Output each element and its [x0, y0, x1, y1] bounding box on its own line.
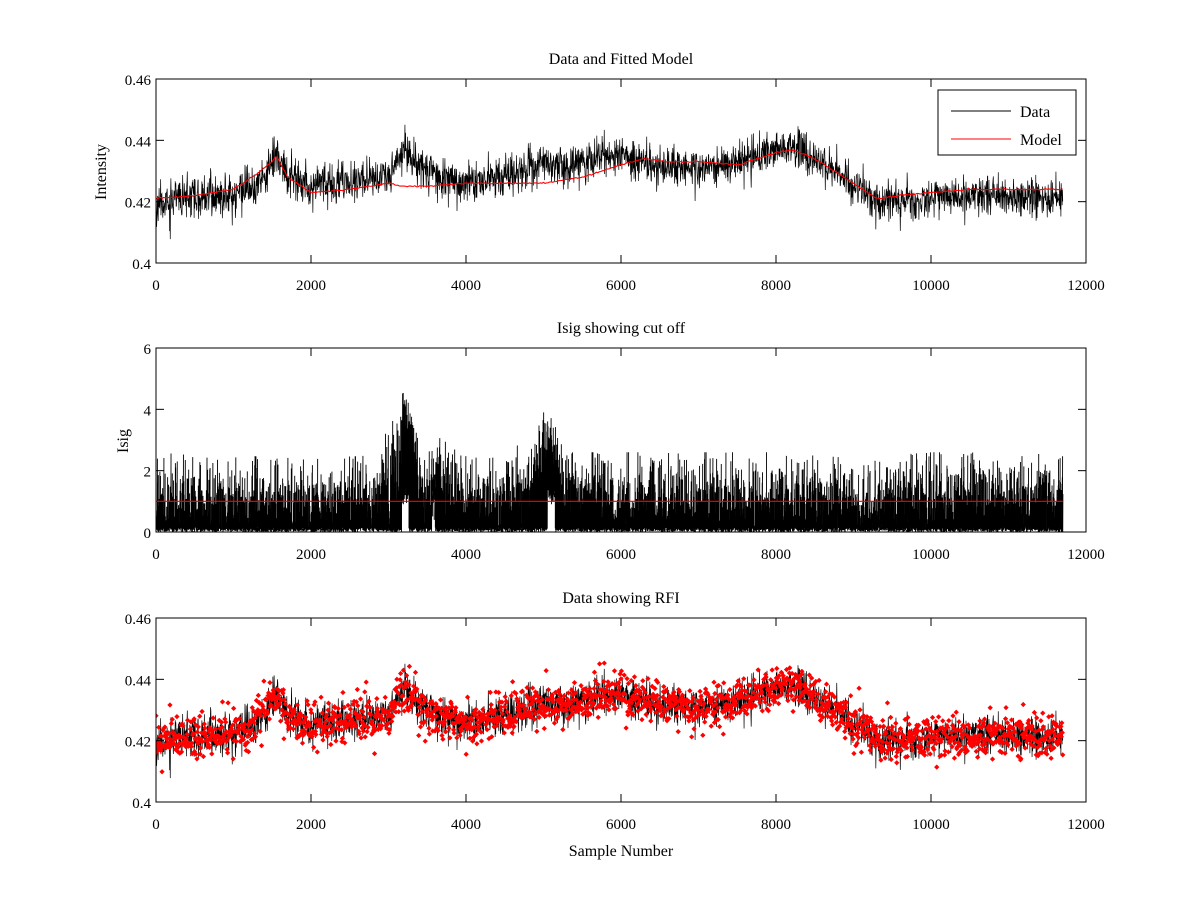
- series-model-line: [156, 149, 1063, 200]
- panel-1-title: Data and Fitted Model: [549, 51, 694, 68]
- y-tick-label: 0.4: [132, 257, 151, 273]
- x-tick-label: 4000: [451, 547, 481, 563]
- panel-2: Isig showing cut off Isig 0 2000 4000 6000 8…: [115, 320, 1105, 563]
- panel-1-ylabel: Intensity: [93, 144, 110, 200]
- y-tick-label: 0.44: [125, 134, 152, 150]
- panel-3-axes: 0 2000 4000 6000 8000 10000 12000 0.4 0.42 0.44 0.…: [125, 612, 1105, 833]
- x-tick-label: 2000: [296, 278, 326, 294]
- y-tick-label: 0.4: [132, 796, 151, 812]
- x-tick-label: 4000: [451, 817, 481, 833]
- y-tick-label: 0.42: [125, 735, 151, 751]
- x-tick-label: 2000: [296, 817, 326, 833]
- y-tick-label: 0.46: [125, 73, 152, 89]
- x-tick-label: 8000: [761, 278, 791, 294]
- x-tick-label: 6000: [606, 817, 636, 833]
- x-tick-label: 10000: [912, 547, 950, 563]
- x-tick-label: 10000: [912, 817, 950, 833]
- y-tick-label: 0.46: [125, 612, 152, 628]
- legend-model-label: Model: [1020, 132, 1062, 149]
- x-tick-label: 8000: [761, 547, 791, 563]
- panel-3-plot-area: [156, 660, 1066, 779]
- x-tick-label: 0: [152, 817, 160, 833]
- x-tick-label: 12000: [1067, 278, 1105, 294]
- x-tick-label: 2000: [296, 547, 326, 563]
- panel-2-axes: 0 2000 4000 6000 8000 10000 12000 0 2 4 6: [144, 342, 1105, 563]
- x-tick-label: 4000: [451, 278, 481, 294]
- y-tick-label: 4: [144, 403, 152, 419]
- y-tick-label: 6: [144, 342, 152, 358]
- y-tick-label: 0: [144, 526, 152, 542]
- y-tick-label: 0.42: [125, 196, 151, 212]
- series-data-line: [156, 124, 1064, 240]
- x-tick-label: 10000: [912, 278, 950, 294]
- x-tick-label: 6000: [606, 547, 636, 563]
- panel-3-xlabel: Sample Number: [569, 843, 674, 860]
- panel-3: Data showing RFI Sample Number 0 2000 4000…: [125, 590, 1105, 860]
- legend-box: [937, 89, 1077, 156]
- y-tick-label: 2: [144, 465, 152, 481]
- series-rfi-markers: [156, 660, 1066, 775]
- panel-2-ylabel: Isig: [115, 429, 132, 453]
- panel-3-title: Data showing RFI: [562, 590, 679, 607]
- panel-1-plot-area: [156, 124, 1064, 240]
- legend-data-label: Data: [1020, 104, 1050, 121]
- panel-1-legend: Data Model: [937, 89, 1077, 156]
- x-tick-label: 0: [152, 278, 160, 294]
- x-tick-label: 12000: [1067, 547, 1105, 563]
- x-tick-label: 6000: [606, 278, 636, 294]
- panel-1-axes: 0 2000 4000 6000 8000 10000 12000 0.4 0.42 0.44 0.…: [125, 73, 1105, 294]
- x-tick-label: 12000: [1067, 817, 1105, 833]
- x-tick-label: 8000: [761, 817, 791, 833]
- panel-2-title: Isig showing cut off: [557, 320, 686, 337]
- panel-1: Data and Fitted Model Intensity 0 2000 400…: [93, 51, 1105, 294]
- x-tick-label: 0: [152, 547, 160, 563]
- y-tick-label: 0.44: [125, 673, 152, 689]
